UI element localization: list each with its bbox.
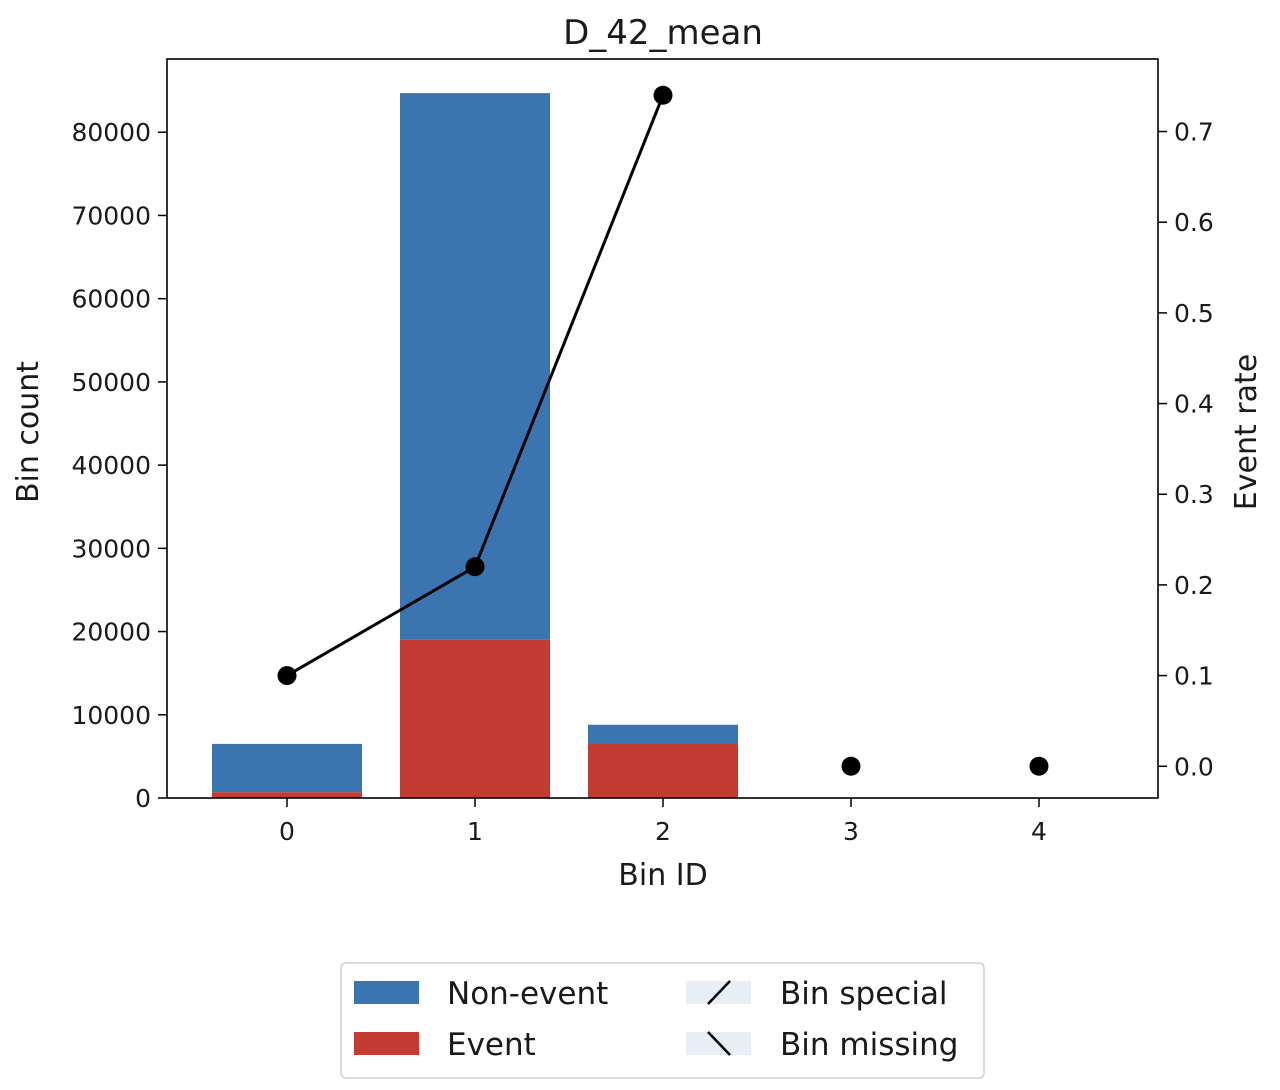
chart-title: D_42_mean (563, 13, 763, 53)
legend-hatch-bin-special (707, 980, 731, 1005)
y2-axis-label: Event rate (1229, 354, 1264, 510)
y-tick-label: 50000 (71, 368, 151, 397)
y-axis-left: 0 10000 20000 30000 40000 50000 60000 70000 8000… (71, 118, 167, 813)
y2-tick-label: 0.1 (1174, 662, 1214, 691)
x-tick-label: 3 (843, 817, 859, 846)
y-tick-label: 70000 (71, 201, 151, 230)
y2-tick-label: 0.6 (1174, 208, 1214, 237)
y-axis-label: Bin count (11, 361, 46, 503)
event-rate-point-4 (1029, 756, 1049, 776)
y-tick-label: 0 (135, 784, 151, 813)
x-axis-label: Bin ID (618, 858, 707, 893)
event-rate-point-2 (653, 85, 673, 105)
event-rate-point-3 (841, 756, 861, 776)
y2-tick-label: 0.5 (1174, 299, 1214, 328)
event-rate-point-1 (465, 557, 485, 577)
legend-label-bin-missing: Bin missing (780, 1027, 958, 1063)
legend-swatch-non-event (354, 981, 419, 1004)
x-tick-label: 2 (655, 817, 671, 846)
legend-label-non-event: Non-event (447, 976, 608, 1012)
legend-hatch-bin-missing (707, 1031, 731, 1056)
y2-tick-label: 0.2 (1174, 571, 1214, 600)
x-tick-label: 1 (467, 817, 483, 846)
legend: Non-event Event Bin special Bin missing (340, 962, 985, 1079)
legend-label-event: Event (447, 1027, 536, 1063)
bar-event-1 (400, 639, 550, 798)
bar-non-event-0 (212, 743, 362, 793)
y-tick-label: 80000 (71, 118, 151, 147)
y-axis-right: 0.0 0.1 0.2 0.3 0.4 0.5 0.6 0.7 (1158, 118, 1214, 781)
y2-tick-label: 0.7 (1174, 118, 1214, 147)
x-tick-label: 0 (279, 817, 295, 846)
event-rate-layer (277, 85, 1049, 776)
bar-event-2 (588, 743, 738, 798)
y-tick-label: 30000 (71, 534, 151, 563)
y2-tick-label: 0.4 (1174, 390, 1214, 419)
plot-frame (166, 58, 1159, 799)
y2-tick-label: 0.0 (1174, 752, 1214, 781)
bar-non-event-1 (400, 93, 550, 640)
y-tick-label: 40000 (71, 451, 151, 480)
bars-layer (212, 93, 738, 798)
x-axis: 0 1 2 3 4 (279, 798, 1047, 846)
y-tick-label: 10000 (71, 701, 151, 730)
legend-label-bin-special: Bin special (780, 976, 948, 1012)
y2-tick-label: 0.3 (1174, 480, 1214, 509)
legend-box (340, 962, 985, 1079)
bar-event-0 (212, 792, 362, 798)
legend-swatch-event (354, 1032, 419, 1055)
y-tick-label: 20000 (71, 618, 151, 647)
x-tick-label: 4 (1031, 817, 1047, 846)
y-tick-label: 60000 (71, 285, 151, 314)
event-rate-point-0 (277, 666, 297, 686)
bar-non-event-2 (588, 724, 738, 744)
